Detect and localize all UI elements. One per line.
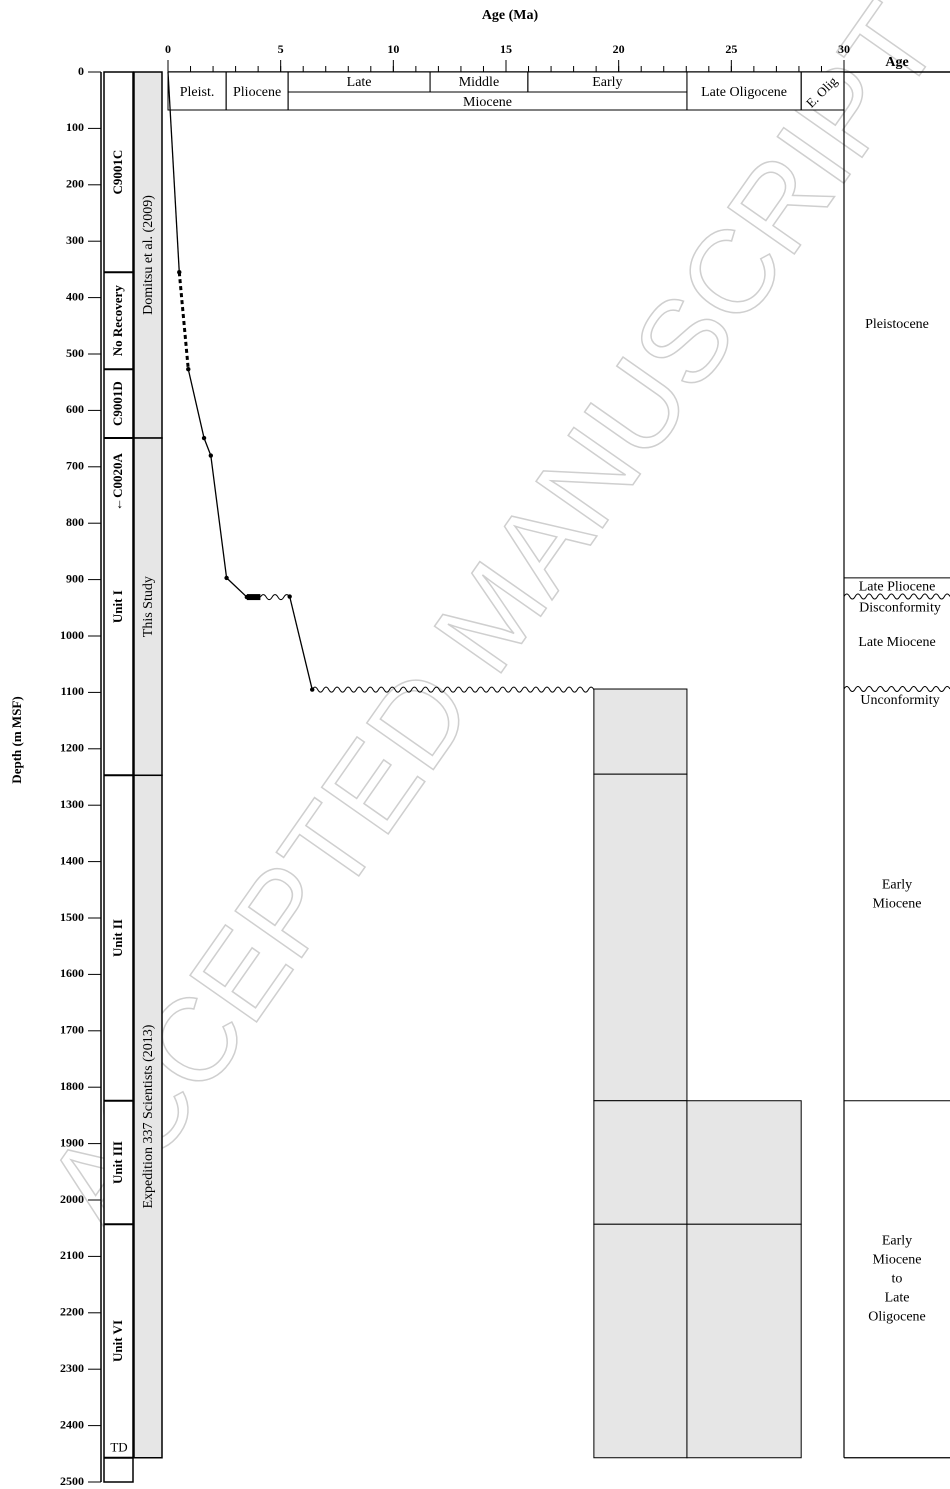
age-zone-label: Early — [882, 1233, 912, 1248]
subepoch-label: Early — [592, 75, 622, 90]
y-tick-label: 1600 — [60, 966, 84, 980]
y-tick-label: 1900 — [60, 1135, 84, 1149]
age-zone-label: Early — [882, 878, 912, 893]
source-label: This Study — [141, 576, 156, 637]
age-zone-label: Pleistocene — [865, 317, 929, 332]
datum-point — [201, 435, 207, 441]
y-tick-label: 600 — [66, 402, 84, 416]
age-zone-label: Miocene — [873, 897, 922, 912]
y-tick-label: 1400 — [60, 853, 84, 867]
epoch-label: Pleist. — [180, 85, 215, 100]
age-zone-label: Late Miocene — [858, 635, 935, 650]
epoch-label: Miocene — [463, 95, 512, 110]
y-axis-title: Depth (m MSF) — [9, 696, 24, 783]
subepoch-label: Late — [347, 75, 372, 90]
y-tick-label: 1100 — [61, 684, 84, 698]
y-tick-label: 100 — [66, 120, 84, 134]
y-tick-label: 2300 — [60, 1361, 84, 1375]
y-tick-label: 400 — [66, 289, 84, 303]
source-interval — [133, 71, 163, 439]
datum-point — [208, 453, 214, 458]
y-tick-label: 200 — [66, 177, 84, 191]
y-tick-label: 2200 — [60, 1305, 84, 1319]
age-boundary-label: Disconformity — [859, 601, 941, 616]
age-model-dashed — [177, 272, 190, 370]
y-tick-label: 2400 — [60, 1417, 84, 1431]
y-tick-label: 1500 — [60, 910, 84, 924]
y-tick-label: 1300 — [60, 797, 84, 811]
y-tick-label: 1700 — [60, 1023, 84, 1037]
y-tick-label: 500 — [66, 346, 84, 360]
x-tick-label: 20 — [613, 42, 625, 56]
y-tick-label: 2100 — [60, 1248, 84, 1262]
y-tick-label: 1200 — [60, 741, 84, 755]
age-range — [593, 1100, 688, 1225]
source-label: Domitsu et al. (2009) — [141, 195, 156, 315]
age-range — [686, 1100, 802, 1225]
interval-label: C9001C — [110, 150, 125, 195]
datum-point — [287, 594, 292, 599]
age-zone-label: to — [892, 1271, 903, 1286]
age-range — [593, 688, 688, 775]
y-tick-label: 800 — [66, 515, 84, 529]
epoch-label: Late Oligocene — [701, 85, 787, 100]
age-boundary-wavy — [843, 686, 950, 693]
epoch — [225, 71, 289, 111]
interval-label: Unit III — [110, 1141, 125, 1184]
interval-label: C9001D — [110, 381, 125, 426]
age-zone-label: Late — [885, 1290, 910, 1305]
x-axis-title: Age (Ma) — [482, 8, 539, 23]
x-tick-label: 30 — [838, 42, 850, 56]
y-tick-label: 900 — [66, 571, 84, 585]
interval-label: No Recovery — [110, 285, 125, 357]
x-tick-label: 0 — [165, 42, 171, 56]
subepoch-label: Middle — [459, 75, 499, 90]
age-zone-label: Late Pliocene — [859, 579, 936, 594]
source-interval — [133, 437, 163, 777]
y-tick-label: 700 — [66, 459, 84, 473]
y-tick-label: 1000 — [60, 628, 84, 642]
annotation: TD — [110, 1440, 127, 1455]
annotation: ←C0020A — [110, 453, 125, 511]
datum-point — [186, 367, 191, 372]
x-tick-label: 25 — [725, 42, 737, 56]
datum-point — [224, 575, 229, 581]
x-tick-label: 5 — [278, 42, 284, 56]
x-tick-label: 15 — [500, 42, 512, 56]
y-tick-label: 2500 — [60, 1474, 84, 1488]
age-model-wavy — [259, 594, 291, 601]
x-tick-label: 10 — [387, 42, 399, 56]
y-tick-label: 1800 — [60, 1079, 84, 1093]
interval-label: Unit II — [110, 919, 125, 957]
interval-label: Unit I — [110, 590, 125, 623]
chrono-header — [167, 71, 845, 111]
source-interval — [133, 774, 163, 1459]
y-tick-label: 0 — [78, 64, 84, 78]
age-column-title: Age — [885, 55, 908, 70]
interval-label: Unit VI — [110, 1320, 125, 1362]
y-tick-label: 2000 — [60, 1192, 84, 1206]
age-range — [686, 1223, 802, 1459]
age-model-wavy — [311, 686, 595, 693]
age-zone-label: Oligocene — [868, 1309, 926, 1324]
age-model-solid — [187, 369, 248, 598]
source-label: Expedition 337 Scientists (2013) — [141, 1024, 156, 1208]
age-range — [593, 1223, 688, 1459]
y-tick-label: 300 — [66, 233, 84, 247]
age-range — [593, 773, 688, 1102]
lithology-column — [103, 71, 134, 1483]
age-model-solid — [167, 71, 180, 273]
age-boundary-label: Unconformity — [860, 693, 939, 708]
age-model-solid — [289, 596, 313, 690]
epoch-label: Pliocene — [233, 85, 281, 100]
age-zone-label: Miocene — [873, 1252, 922, 1267]
age-boundary-wavy — [843, 593, 950, 600]
